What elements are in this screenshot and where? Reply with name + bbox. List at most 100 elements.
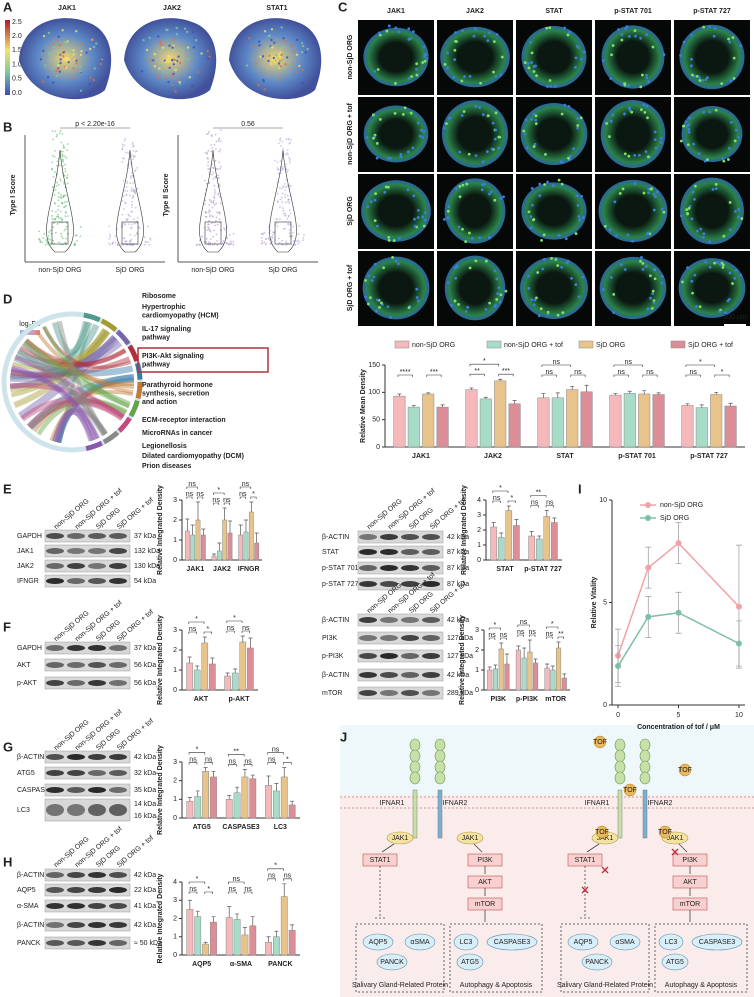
sig-bracket [488,637,496,640]
sig-bracket [188,891,198,894]
bar [393,395,406,448]
umap-dot [206,49,209,53]
point [271,234,274,236]
point [212,199,215,202]
panel-letter: A [3,0,13,14]
sig-label: ns [229,886,237,893]
group-title: Autophagy & Apoptosis [665,982,738,989]
error-bar [248,637,253,648]
point [60,235,63,238]
umap-dot [267,34,270,38]
sig-bracket [267,878,276,881]
point [208,219,210,222]
bar [490,526,497,561]
sig-label: ns [493,495,501,502]
blot-band [422,581,440,587]
point [129,215,132,218]
inhibit-arrow [580,866,590,919]
point [219,148,222,151]
blot-band [88,662,106,668]
nucleus [490,147,494,151]
panel-letter: J [340,729,347,744]
umap-dot [175,26,178,30]
nucleus [691,291,694,295]
chord [33,390,134,433]
error-bar [516,645,521,650]
nucleus [614,234,618,238]
nucleus [619,263,623,267]
umap-dot [52,45,56,49]
jak-label: JAK1 [392,835,409,842]
point [212,178,215,180]
nucleus [488,236,491,239]
bar [580,391,593,448]
bar [479,398,492,448]
nucleus [703,159,707,163]
nucleus [454,187,458,190]
nucleus [484,307,488,311]
nucleus [567,105,571,108]
bar [227,532,233,561]
point [288,156,290,159]
nucleus [601,288,605,291]
point [129,194,131,197]
protein-group [449,923,543,993]
sig-label: ns [617,369,625,376]
panel-letter: H [3,854,12,869]
chord [9,328,109,393]
nucleus [372,275,376,279]
y-axis-label: Relative Integrated Density [461,485,468,575]
signal-label: mTOR [475,901,495,908]
point [108,242,110,245]
error-bar [397,393,402,397]
point [147,241,150,244]
nucleus [377,31,381,35]
point [52,226,55,229]
point [213,143,216,146]
error-bar [562,673,567,678]
point [215,202,218,205]
protein-label: LC3 [665,939,678,946]
nucleus [534,122,538,126]
point [735,603,742,610]
point [64,167,67,170]
umap-dot [160,64,163,67]
sig-label: ** [558,631,564,638]
legend-swatch [578,340,594,349]
sig-bracket [557,636,564,639]
nucleus [732,56,736,60]
sig-bracket [204,762,213,765]
point [285,179,288,181]
bar [561,677,567,691]
nucleus [545,26,549,30]
point [44,243,47,246]
blot-band [67,645,85,651]
nucleus [396,262,400,266]
blot-strip [44,529,131,543]
receptor-domain [434,749,446,763]
nucleus [461,227,464,231]
point [57,192,60,194]
point [209,242,212,244]
x-tick-label: JAK1 [412,453,430,460]
nucleus [604,224,607,228]
umap-dot [61,29,64,32]
bar [222,519,228,561]
image-column-label: JAK1 [387,8,405,15]
legend-swatch [486,340,502,349]
nucleus [731,282,734,285]
group-label: non-SjD ORG [38,267,81,274]
nucleus [549,84,553,88]
umap-dot [161,46,165,49]
sig-bracket [267,752,284,755]
sig-bracket [397,374,413,377]
nucleus [494,75,498,79]
point [293,244,296,246]
blot-size: 32 kDa [134,770,156,777]
umap-dot [92,78,96,82]
bar [233,792,241,819]
point [260,236,263,239]
sig-label: * [699,359,702,366]
nucleus [644,265,648,268]
nucleus [410,75,413,78]
